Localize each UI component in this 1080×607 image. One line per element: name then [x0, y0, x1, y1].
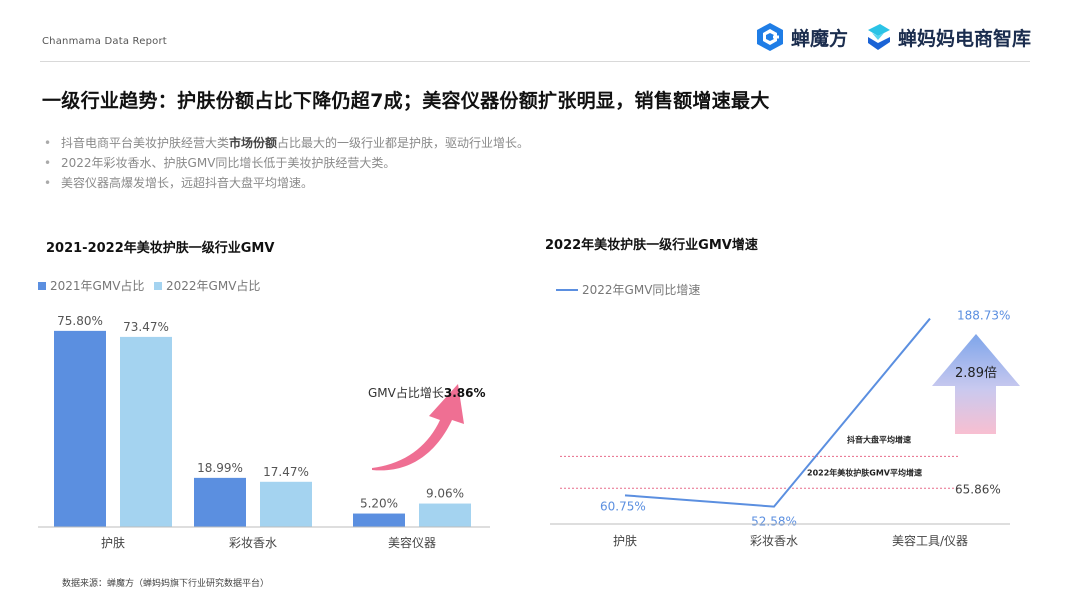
line-value-label: 188.73%: [957, 309, 1010, 323]
reference-line-label: 抖音大盘平均增速: [847, 434, 911, 444]
bar-2022-2: [419, 503, 471, 527]
line-chart: 2.89倍 抖音大盘平均增速 2022年美妆护肤GMV平均增速 65.86% 60.…: [550, 309, 1020, 548]
page-title: 一级行业趋势：护肤份额占比下降仍超7成；美容仪器份额扩张明显，销售额增速最大: [42, 90, 770, 112]
insight-item: 美容仪器高爆发增长，远超抖音大盘平均增速。: [44, 173, 529, 193]
legend-2022: 2022年GMV占比: [154, 277, 260, 294]
chanmofang-logo-icon: [757, 23, 783, 51]
bar-chart: 75.80% 73.47% 18.99% 17.47% 5.20% 9.06% 护肤 彩妆香…: [38, 314, 490, 550]
line-chart-title: 2022年美妆护肤一级行业GMV增速: [545, 238, 758, 253]
multiple-arrow-icon: [932, 334, 1020, 434]
growth-arrow-icon: [372, 384, 464, 471]
bar-value-label: 17.47%: [263, 465, 309, 479]
bar-2021-1: [194, 477, 246, 527]
bar-2022-1: [260, 481, 312, 527]
legend-2021: 2021年GMV占比: [38, 277, 144, 294]
growth-series-line: [624, 317, 931, 508]
x-tick-label: 护肤: [101, 535, 125, 550]
insight-list: 抖音电商平台美妆护肤经营大类市场份额占比最大的一级行业都是护肤，驱动行业增长。 …: [44, 133, 529, 193]
logo-primary-text: 蝉魔方: [791, 27, 849, 50]
bar-2021-2: [353, 513, 405, 527]
logo-secondary-text: 蝉妈妈电商智库: [898, 27, 1032, 50]
legend-label-2021: 2021年GMV占比: [50, 279, 145, 293]
report-label: Chanmama Data Report: [42, 36, 167, 47]
insight-item: 2022年彩妆香水、护肤GMV同比增长低于美妆护肤经营大类。: [44, 153, 529, 173]
growth-annotation: GMV占比增长3.86%: [368, 385, 486, 400]
reference-line-label: 2022年美妆护肤GMV平均增速: [807, 467, 922, 477]
logo-chanmofang: 蝉魔方: [755, 22, 848, 52]
chanmama-logo-icon: [868, 24, 890, 50]
multiple-label: 2.89倍: [955, 366, 997, 381]
bar-value-label: 75.80%: [57, 314, 103, 328]
legend-growth: 2022年GMV同比增速: [556, 281, 700, 298]
legend-swatch-2021: [38, 281, 46, 290]
x-tick-label: 护肤: [613, 533, 637, 548]
bar-value-label: 9.06%: [426, 487, 464, 501]
x-tick-label: 美容工具/仪器: [892, 533, 968, 548]
x-tick-label: 彩妆香水: [229, 536, 277, 550]
bar-chart-title: 2021-2022年美妆护肤一级行业GMV: [46, 241, 275, 256]
legend-label-2022: 2022年GMV占比: [166, 279, 261, 293]
header-divider: [40, 61, 1030, 62]
bar-2022-0: [120, 336, 172, 527]
insight-item: 抖音电商平台美妆护肤经营大类市场份额占比最大的一级行业都是护肤，驱动行业增长。: [44, 133, 529, 153]
bar-value-label: 18.99%: [197, 461, 243, 475]
legend-label-growth: 2022年GMV同比增速: [582, 283, 701, 297]
x-tick-label: 彩妆香水: [750, 534, 798, 548]
legend-swatch-2022: [154, 281, 162, 290]
line-value-label: 60.75%: [600, 499, 646, 513]
x-tick-label: 美容仪器: [388, 535, 436, 550]
bar-value-label: 73.47%: [123, 320, 169, 334]
logo-chanmama: 蝉妈妈电商智库: [866, 22, 1031, 52]
line-value-label: 52.58%: [751, 515, 797, 529]
data-source: 数据来源：蝉魔方（蝉妈妈旗下行业研究数据平台）: [62, 579, 270, 589]
bar-value-label: 5.20%: [360, 497, 398, 511]
legend-line-growth: [556, 288, 578, 291]
reference-line-value: 65.86%: [955, 482, 1001, 496]
bar-2021-0: [54, 330, 106, 527]
